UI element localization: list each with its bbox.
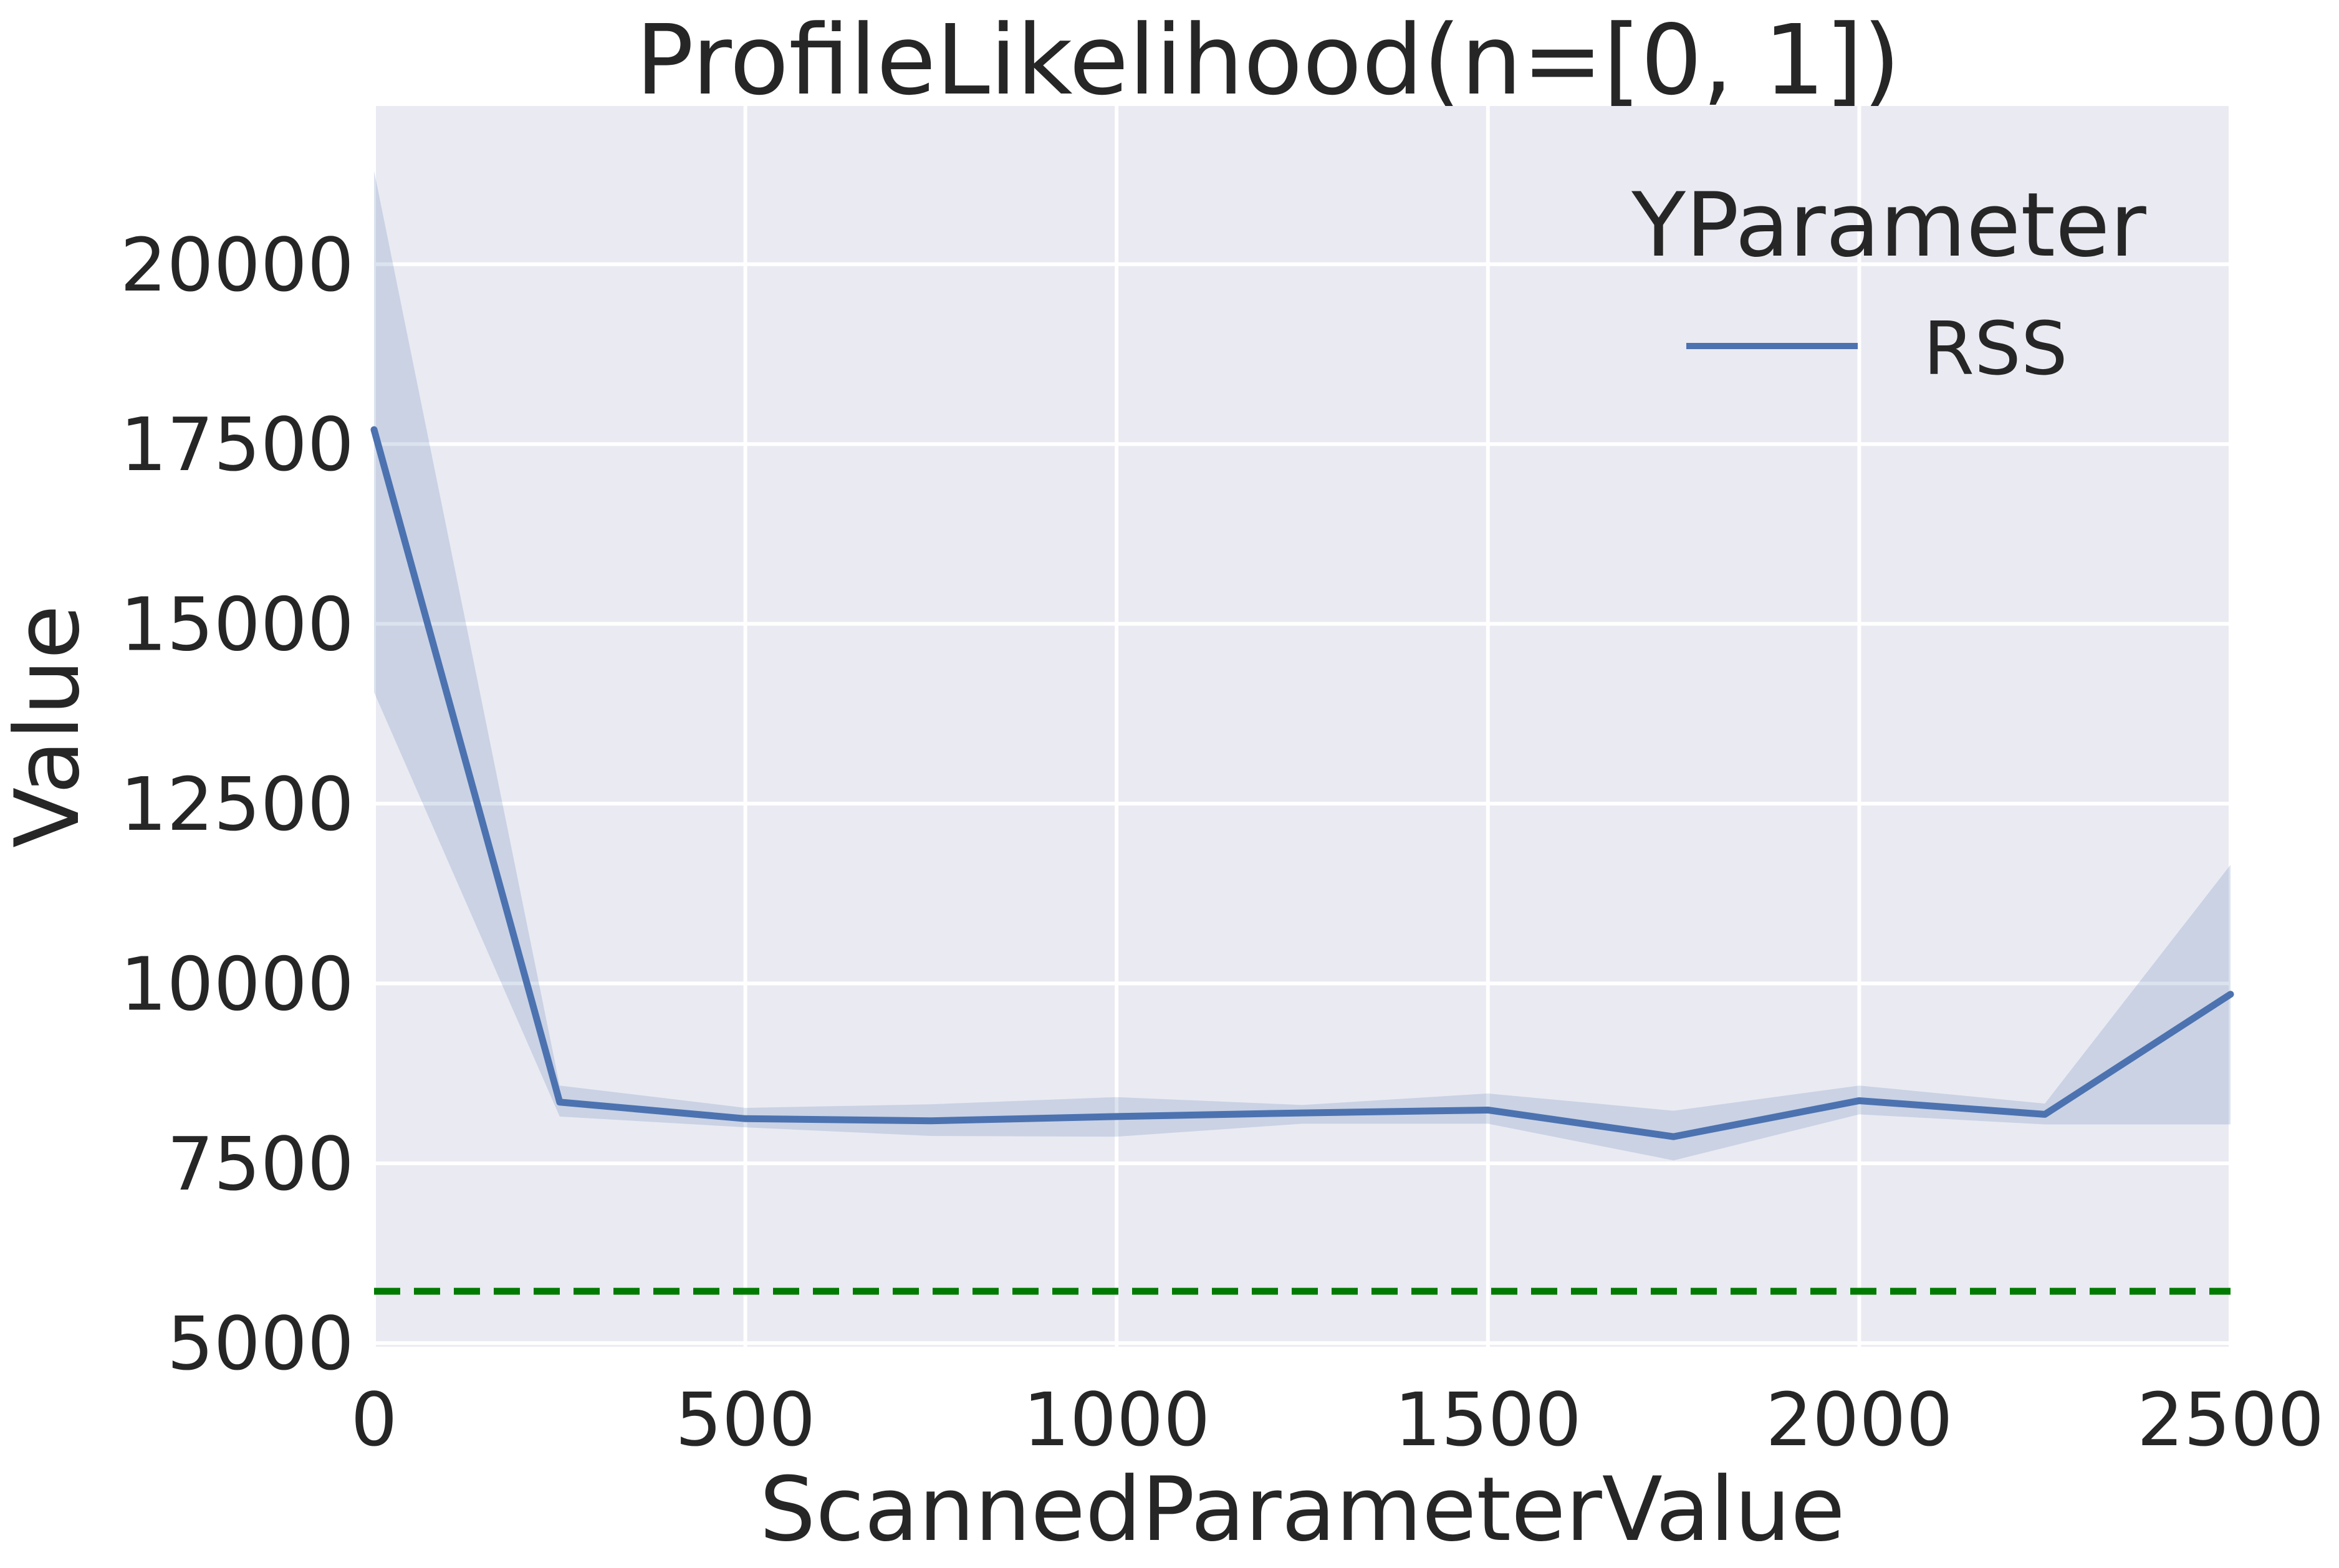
x-tick-label: 1000 (1023, 1377, 1210, 1463)
plot-area (374, 106, 2231, 1347)
series-layer (370, 426, 2234, 1140)
y-tick-label: 10000 (120, 941, 354, 1027)
grid-lines (372, 106, 2232, 1347)
legend-title: YParameter (1631, 174, 2146, 277)
y-tick-label: 12500 (120, 761, 354, 847)
series-line-rss (370, 426, 2234, 1140)
legend: YParameter RSS (1631, 174, 2146, 392)
x-tick-labels: 0 500 1000 1500 2000 2500 (350, 1377, 2324, 1463)
y-tick-label: 7500 (167, 1121, 354, 1207)
y-tick-labels: 5000 7500 10000 12500 15000 17500 20000 (120, 222, 354, 1387)
x-tick-label: 2500 (2137, 1377, 2324, 1463)
x-axis-label: ScannedParameterValue (759, 1458, 1845, 1561)
y-tick-label: 5000 (167, 1301, 354, 1387)
chart-title: ProfileLikelihood(n=[0, 1]) (635, 4, 1900, 117)
x-tick-label: 2000 (1765, 1377, 1952, 1463)
y-tick-label: 20000 (120, 222, 354, 308)
y-tick-label: 17500 (120, 402, 354, 488)
x-tick-label: 0 (350, 1377, 397, 1463)
legend-label-rss: RSS (1923, 305, 2068, 392)
x-tick-label: 500 (675, 1377, 815, 1463)
y-axis-label: Value (0, 605, 99, 848)
x-tick-label: 1500 (1395, 1377, 1582, 1463)
y-tick-label: 15000 (120, 582, 354, 668)
